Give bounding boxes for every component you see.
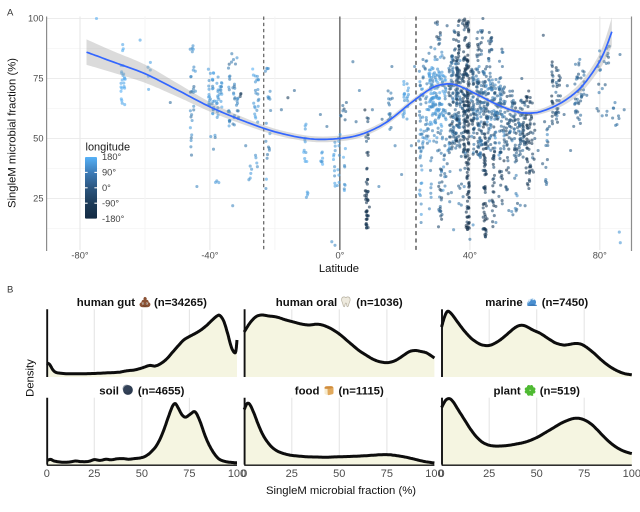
- svg-text:-180°: -180°: [102, 214, 125, 224]
- svg-text:SingleM microbial fraction (%): SingleM microbial fraction (%): [7, 58, 19, 208]
- svg-text:100: 100: [623, 468, 640, 480]
- svg-text:0°: 0°: [335, 251, 344, 261]
- svg-text:40°: 40°: [463, 251, 477, 261]
- svg-text:50: 50: [33, 134, 43, 144]
- svg-text:0°: 0°: [102, 183, 111, 193]
- svg-text:75: 75: [381, 468, 393, 480]
- svg-text:25: 25: [286, 468, 298, 480]
- svg-text:180°: 180°: [102, 152, 122, 162]
- svg-text:0: 0: [44, 468, 50, 480]
- svg-text:25: 25: [88, 468, 100, 480]
- svg-text:(n=1115): (n=1115): [339, 386, 384, 398]
- svg-text:(n=34265): (n=34265): [154, 297, 207, 309]
- svg-text:plant: plant: [494, 386, 521, 398]
- svg-text:(n=1036): (n=1036): [356, 297, 403, 309]
- svg-text:50: 50: [333, 468, 345, 480]
- svg-text:90°: 90°: [102, 168, 116, 178]
- svg-text:75: 75: [33, 74, 43, 84]
- svg-text:human oral: human oral: [276, 297, 337, 309]
- svg-text:SingleM microbial fraction (%): SingleM microbial fraction (%): [266, 485, 416, 497]
- svg-text:25: 25: [483, 468, 495, 480]
- svg-text:marine: marine: [485, 297, 522, 309]
- svg-text:100: 100: [425, 468, 443, 480]
- svg-text:Latitude: Latitude: [319, 263, 359, 275]
- svg-text:50: 50: [136, 468, 148, 480]
- svg-text:Density: Density: [25, 359, 37, 397]
- svg-text:-80°: -80°: [71, 251, 88, 261]
- svg-text:human gut: human gut: [77, 297, 135, 309]
- svg-text:(n=4655): (n=4655): [138, 386, 185, 398]
- svg-text:80°: 80°: [593, 251, 607, 261]
- svg-text:-40°: -40°: [201, 251, 218, 261]
- svg-text:(n=519): (n=519): [540, 386, 580, 398]
- svg-text:100: 100: [228, 468, 246, 480]
- svg-text:(n=7450): (n=7450): [542, 297, 589, 309]
- svg-text:0: 0: [439, 468, 445, 480]
- svg-text:-90°: -90°: [102, 198, 119, 208]
- svg-text:A: A: [7, 8, 14, 19]
- svg-text:50: 50: [531, 468, 543, 480]
- svg-text:75: 75: [578, 468, 590, 480]
- svg-text:longitude: longitude: [86, 142, 131, 154]
- svg-text:B: B: [7, 285, 13, 296]
- svg-text:100: 100: [28, 14, 44, 24]
- svg-text:food: food: [295, 386, 320, 398]
- svg-text:75: 75: [183, 468, 195, 480]
- svg-text:0: 0: [241, 468, 247, 480]
- svg-text:soil: soil: [99, 386, 119, 398]
- svg-text:25: 25: [33, 194, 43, 204]
